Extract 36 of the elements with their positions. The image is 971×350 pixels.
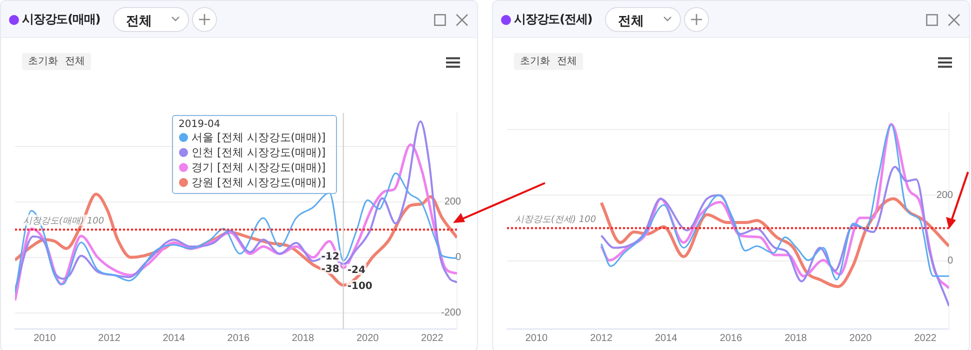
data-label: -100 (347, 281, 372, 292)
y-tick-label: -200 (440, 308, 462, 319)
x-tick-label: 2014 (654, 332, 678, 344)
x-tick-label: 2012 (590, 332, 613, 344)
legend-label: 경기 [전체 시장강도(매매)] (192, 160, 326, 175)
x-tick-label: 2020 (356, 332, 380, 344)
ref-line-label: 시장강도(전세) 100 (515, 215, 596, 226)
text: 초기화 (22, 53, 64, 70)
text: 전체 (551, 53, 583, 70)
x-tick-label: 2010 (34, 332, 56, 344)
x-tick-label: 2018 (784, 332, 808, 344)
text: 전체 (59, 53, 91, 70)
legend-label: 인천 [전체 시장강도(매매)] (192, 145, 326, 160)
chart-title: 시장강도(매매) (22, 11, 100, 28)
legend-label: 강원 [전체 시장강도(매매)] (192, 175, 326, 190)
y-tick-label: 200 (444, 196, 462, 208)
x-tick-label: 2016 (720, 332, 742, 344)
text: 초기화 (514, 53, 556, 70)
dropdown: 전체 (113, 7, 189, 32)
legend-label: 서울 [전체 시장강도(매매)] (192, 130, 326, 145)
legend-title: 2019-04 (178, 119, 222, 130)
y-tick-label: 0 (947, 256, 954, 267)
x-tick-label: 2020 (849, 332, 872, 344)
dropdown: 전체 (605, 7, 681, 32)
data-label: -38 (321, 264, 340, 275)
x-tick-label: 2016 (227, 332, 250, 344)
x-tick-label: 2022 (421, 332, 444, 344)
x-tick-label: 2010 (525, 332, 548, 344)
ref-line-label: 시장강도(매매) 100 (23, 216, 104, 227)
x-tick-label: 2018 (292, 332, 315, 344)
y-tick-label: 200 (936, 190, 954, 201)
x-tick-label: 2022 (914, 332, 937, 344)
data-label: -24 (347, 265, 366, 276)
x-tick-label: 2014 (162, 332, 186, 344)
chart-title: 시장강도(전세) (514, 11, 592, 28)
x-tick-label: 2012 (98, 332, 121, 344)
